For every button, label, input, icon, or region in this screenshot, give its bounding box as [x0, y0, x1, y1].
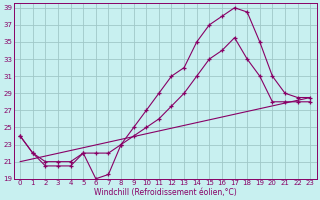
X-axis label: Windchill (Refroidissement éolien,°C): Windchill (Refroidissement éolien,°C) — [94, 188, 236, 197]
